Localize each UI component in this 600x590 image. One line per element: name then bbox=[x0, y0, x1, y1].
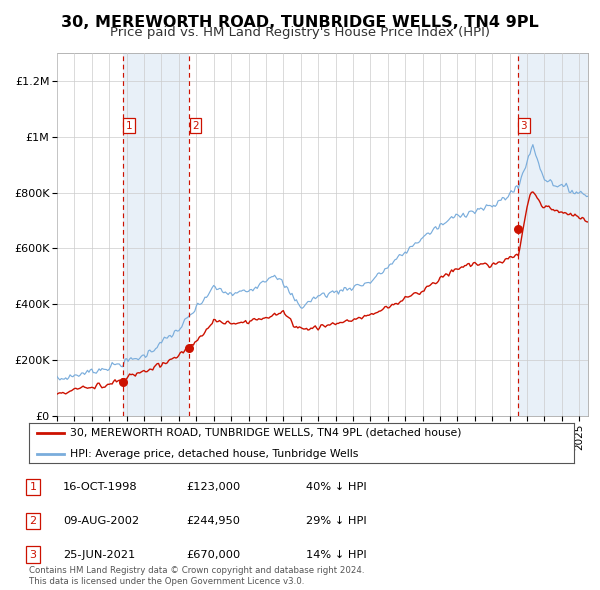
Text: 25-JUN-2021: 25-JUN-2021 bbox=[63, 550, 135, 559]
Text: 1: 1 bbox=[125, 121, 132, 130]
Bar bbox=[518, 53, 588, 416]
Text: 1: 1 bbox=[29, 483, 37, 492]
Bar bbox=[123, 53, 190, 416]
Text: 16-OCT-1998: 16-OCT-1998 bbox=[63, 483, 137, 492]
Text: 3: 3 bbox=[29, 550, 37, 559]
Text: 2: 2 bbox=[29, 516, 37, 526]
Text: 09-AUG-2002: 09-AUG-2002 bbox=[63, 516, 139, 526]
Text: 30, MEREWORTH ROAD, TUNBRIDGE WELLS, TN4 9PL: 30, MEREWORTH ROAD, TUNBRIDGE WELLS, TN4… bbox=[61, 15, 539, 30]
Text: £244,950: £244,950 bbox=[186, 516, 240, 526]
Text: £123,000: £123,000 bbox=[186, 483, 240, 492]
Text: £670,000: £670,000 bbox=[186, 550, 240, 559]
Text: 14% ↓ HPI: 14% ↓ HPI bbox=[306, 550, 367, 559]
Text: 29% ↓ HPI: 29% ↓ HPI bbox=[306, 516, 367, 526]
Text: HPI: Average price, detached house, Tunbridge Wells: HPI: Average price, detached house, Tunb… bbox=[70, 448, 358, 458]
Text: 40% ↓ HPI: 40% ↓ HPI bbox=[306, 483, 367, 492]
Text: Price paid vs. HM Land Registry's House Price Index (HPI): Price paid vs. HM Land Registry's House … bbox=[110, 26, 490, 39]
Text: 2: 2 bbox=[192, 121, 199, 130]
Text: 30, MEREWORTH ROAD, TUNBRIDGE WELLS, TN4 9PL (detached house): 30, MEREWORTH ROAD, TUNBRIDGE WELLS, TN4… bbox=[70, 428, 461, 438]
Text: 3: 3 bbox=[521, 121, 527, 130]
Text: Contains HM Land Registry data © Crown copyright and database right 2024.
This d: Contains HM Land Registry data © Crown c… bbox=[29, 566, 364, 586]
